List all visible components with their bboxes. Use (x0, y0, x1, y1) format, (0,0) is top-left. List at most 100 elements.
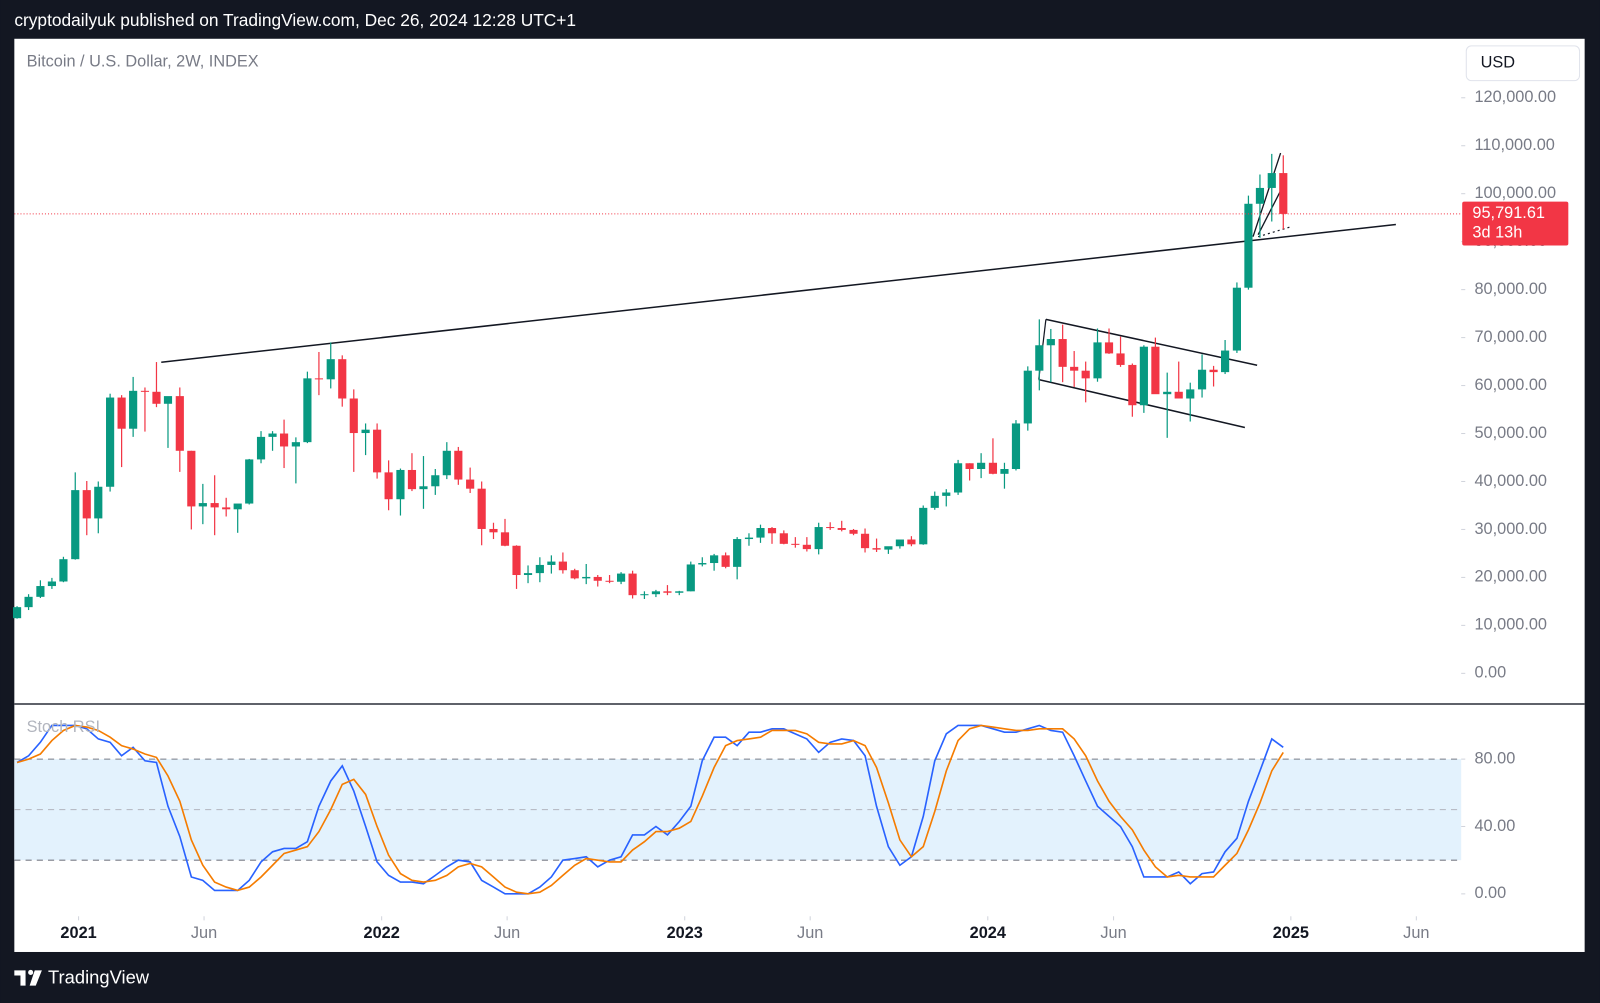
candle-body (1070, 366, 1079, 371)
y-tick-label: 40.00 (1474, 817, 1515, 835)
brand-logo (14, 969, 42, 986)
logo-part (28, 969, 34, 975)
y-tick-label: 60,000.00 (1474, 376, 1547, 394)
candle-body (919, 507, 928, 545)
candle-body (303, 378, 312, 443)
candle-body (222, 507, 231, 510)
candle-body (431, 475, 440, 487)
candle-body (814, 527, 823, 550)
rsi-pane: 0.00 40.00 80.00 (14, 724, 1515, 902)
candle-body (140, 390, 150, 392)
candle-body (1232, 287, 1241, 351)
x-tick-label: Jun (797, 924, 823, 942)
candle-body (1058, 339, 1067, 367)
y-tick-label: 40,000.00 (1474, 472, 1547, 490)
candle-body (1279, 173, 1288, 214)
candle-body (163, 396, 173, 404)
last-price-box (1462, 201, 1569, 246)
candle-body (245, 459, 254, 504)
x-tick-label: 2022 (364, 924, 400, 942)
candle-body (651, 591, 661, 595)
candle-body (954, 463, 963, 493)
trend-line (161, 223, 1396, 363)
x-tick-label: 2023 (667, 924, 703, 942)
candle-body (907, 539, 916, 545)
candle-body (361, 429, 370, 434)
candle-body (454, 450, 463, 480)
candle-body (593, 576, 602, 581)
candle-body (279, 433, 289, 447)
candle-body (1186, 389, 1195, 399)
candle-body (1163, 391, 1172, 395)
candle-body (535, 564, 544, 574)
x-tick-label: Jun (1100, 924, 1126, 942)
candle-body (129, 390, 138, 429)
candle-body (36, 586, 45, 597)
x-tick-label: Jun (494, 924, 520, 942)
candle-body (291, 442, 300, 447)
candle-body (1035, 345, 1044, 371)
candle-body (152, 391, 161, 404)
candle-body (1174, 391, 1183, 399)
publish-header: cryptodailyuk published on TradingView.c… (14, 10, 576, 30)
candle-body (384, 472, 393, 500)
candle-body (94, 486, 103, 519)
candle-body (1000, 469, 1009, 474)
y-tick-label: 100,000.00 (1474, 184, 1556, 202)
y-tick-label: 0.00 (1474, 664, 1506, 682)
y-tick-label: 80,000.00 (1474, 280, 1547, 298)
candle-body (512, 545, 521, 576)
y-tick-label: 110,000.00 (1474, 136, 1554, 154)
indicator-line (16, 724, 1284, 895)
brand-name: TradingView (48, 966, 150, 987)
symbol-title: Bitcoin / U.S. Dollar, 2W, INDEX (27, 53, 259, 71)
y-tick-label: 30,000.00 (1474, 520, 1547, 538)
candle-body (477, 488, 486, 529)
candle-body (1221, 350, 1230, 373)
logo-part (29, 970, 42, 986)
candle-body (826, 527, 835, 529)
indicator-line (16, 724, 1284, 895)
currency-label[interactable]: USD (1481, 54, 1515, 72)
candle-body (582, 576, 591, 579)
candle-body (930, 495, 939, 508)
wedge-line (1252, 152, 1282, 237)
candle-body (721, 555, 730, 567)
candle-body (1139, 346, 1148, 406)
candle-body (872, 548, 881, 550)
candle-body (756, 528, 765, 538)
candle-body (767, 528, 777, 534)
bar-countdown: 3d 13h (1472, 224, 1522, 242)
candle-body (24, 596, 33, 608)
candle-body (663, 591, 672, 593)
y-tick-label: 120,000.00 (1474, 88, 1556, 106)
candle-body (233, 503, 242, 510)
candle-body (977, 462, 986, 470)
candle-body (1011, 423, 1021, 470)
y-tick-label: 10,000.00 (1474, 616, 1547, 634)
candle-body (268, 433, 277, 437)
indicator-title: Stoch RSI (27, 718, 100, 736)
candle-body (175, 396, 184, 451)
candle-body (442, 450, 451, 476)
candle-body (71, 490, 80, 560)
wedge-line (1257, 188, 1283, 235)
x-tick-label: 2021 (60, 924, 96, 942)
candle-body (744, 537, 754, 540)
currency-button[interactable] (1465, 45, 1581, 82)
candle-body (12, 607, 22, 619)
y-tick-label: 70,000.00 (1474, 328, 1547, 346)
candle-body (523, 573, 533, 576)
candle-body (47, 581, 56, 587)
candle-body (489, 528, 498, 533)
candle-body (396, 469, 405, 500)
x-tick-label: 2025 (1273, 924, 1309, 942)
candle-body (256, 436, 266, 460)
candle-body (1267, 173, 1276, 188)
candle-body (686, 564, 695, 592)
candle-body (59, 559, 68, 582)
candle-body (570, 570, 579, 579)
y-tick-label: 80.00 (1474, 749, 1515, 767)
candle-body (407, 469, 417, 490)
